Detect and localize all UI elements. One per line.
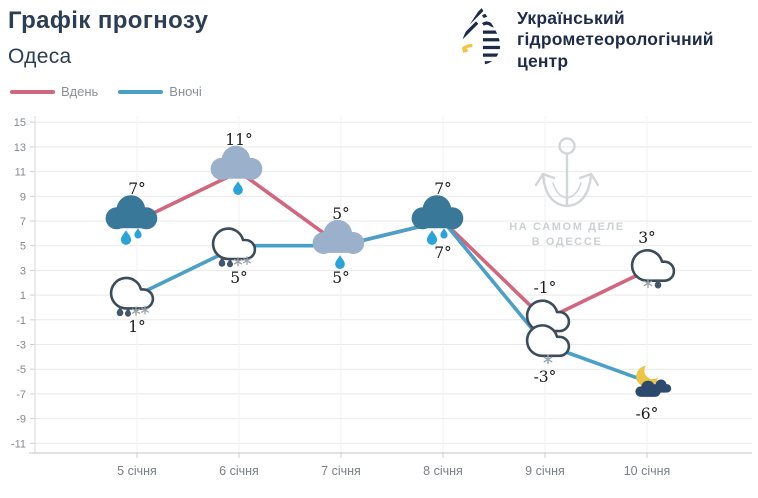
cloud-icon xyxy=(105,195,158,230)
snowflake-icon xyxy=(141,305,149,315)
y-tick-label: 11 xyxy=(15,167,26,179)
y-tick-label: -3 xyxy=(16,340,26,352)
cloud-outline-icon xyxy=(525,324,571,358)
x-tick-label: 10 січня xyxy=(624,464,671,478)
series-layer xyxy=(135,169,649,384)
weather-icon xyxy=(109,276,155,317)
legend-day-swatch xyxy=(10,89,55,94)
raindrop-icon xyxy=(227,258,233,268)
weather-icon xyxy=(105,195,158,245)
temp-label: 7° xyxy=(434,180,452,198)
raindrop-icon xyxy=(233,181,243,195)
cloud-icon xyxy=(411,195,464,230)
y-tick-label: -9 xyxy=(16,414,26,426)
night-cloud-icon xyxy=(650,379,672,393)
raindrop-icon xyxy=(120,230,132,245)
y-tick-label: -7 xyxy=(16,389,26,401)
raindrop-icon xyxy=(440,228,448,239)
city-title: Одеса xyxy=(8,45,72,68)
temp-label: 5° xyxy=(332,205,350,223)
raindrop-icon xyxy=(218,257,226,267)
temp-label: 7° xyxy=(434,244,452,262)
org-name-line: центр xyxy=(517,50,569,71)
label-layer: 7° 11° 5° 7° -1° 3° 1° 5° 5° 7° -3° -6° xyxy=(128,131,658,423)
y-tick-label: 9 xyxy=(20,191,26,203)
y-tick-label: -11 xyxy=(11,438,26,450)
snowflake-icon xyxy=(131,306,141,316)
snowflake-icon xyxy=(643,278,653,289)
temp-label: -3° xyxy=(534,368,557,386)
raindrop-icon xyxy=(125,308,131,317)
temp-label: 5° xyxy=(230,269,248,287)
raindrop-icon xyxy=(335,255,345,270)
cloud-outline-icon xyxy=(211,227,257,261)
temp-label: -6° xyxy=(636,405,659,423)
weather-icon xyxy=(525,324,571,365)
anchor-watermark-icon xyxy=(534,137,600,208)
temp-label: -1° xyxy=(534,279,557,297)
cloud-outline-icon xyxy=(109,276,155,310)
temp-label: 1° xyxy=(128,318,146,336)
y-tick-label: 1 xyxy=(20,290,26,302)
weather-icon xyxy=(312,219,365,270)
page-title: Графік прогнозу xyxy=(8,7,209,34)
y-tick-label: 15 xyxy=(14,117,26,129)
snowflake-icon xyxy=(233,256,243,267)
y-tick-label: 13 xyxy=(14,142,26,154)
temp-label: 5° xyxy=(332,269,350,287)
weather-icon xyxy=(210,145,263,195)
weather-icon xyxy=(211,227,257,268)
org-name: Український гідрометеорологічний центр xyxy=(517,5,714,72)
x-tick-label: 7 січня xyxy=(321,464,361,478)
org-name-line: гідрометеорологічний xyxy=(517,29,714,50)
weather-icon xyxy=(635,365,672,397)
y-tick-label: 5 xyxy=(20,241,26,253)
y-tick-label: -1 xyxy=(16,315,26,327)
watermark-layer: НА САМОМ ДЕЛЕ В ОДЕССЕ xyxy=(509,137,625,248)
x-tick-label: 6 січня xyxy=(219,464,259,478)
temp-label: 11° xyxy=(225,131,252,149)
cloud-outline-icon xyxy=(525,299,571,333)
hydromet-logo-icon xyxy=(461,7,501,65)
legend-night-label: Вночі xyxy=(169,84,202,99)
raindrop-icon xyxy=(116,306,124,317)
snowflake-icon xyxy=(543,354,553,365)
weather-icon xyxy=(630,249,676,289)
watermark-text: НА САМОМ ДЕЛЕ xyxy=(509,221,625,233)
watermark-text: В ОДЕССЕ xyxy=(532,236,603,248)
snowflake-icon xyxy=(243,256,251,266)
org-logo-block: Український гідрометеорологічний центр xyxy=(458,5,714,72)
legend-day-label: Вдень xyxy=(61,84,99,99)
raindrop-icon xyxy=(654,279,662,289)
x-tick-label: 5 січня xyxy=(117,464,157,478)
cloud-icon xyxy=(312,219,365,254)
raindrop-icon xyxy=(134,228,142,239)
legend: Вдень Вночі xyxy=(10,84,208,99)
cloud-outline-icon xyxy=(630,249,676,283)
x-tick-label: 8 січня xyxy=(423,464,463,478)
y-tick-label: 3 xyxy=(20,265,26,277)
moon-icon xyxy=(636,365,658,388)
org-name-line: Український xyxy=(517,8,625,28)
raindrop-icon xyxy=(426,230,438,245)
y-tick-label: -5 xyxy=(16,364,26,376)
y-tick-label: 7 xyxy=(20,216,26,228)
legend-night-swatch xyxy=(118,89,164,94)
icon-layer xyxy=(105,145,676,397)
temp-label: 7° xyxy=(128,180,146,198)
cloud-icon xyxy=(210,145,263,180)
weather-icon xyxy=(411,195,464,245)
temp-label: 3° xyxy=(638,229,656,247)
x-tick-label: 9 січня xyxy=(525,464,565,478)
